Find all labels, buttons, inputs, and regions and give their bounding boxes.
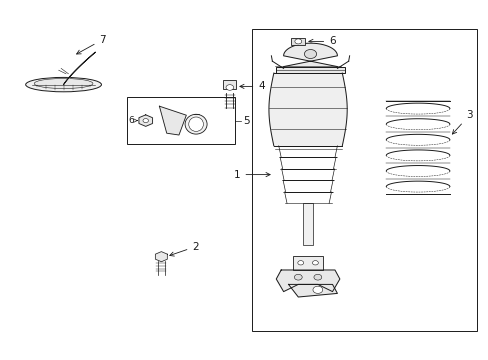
- Polygon shape: [276, 270, 339, 292]
- Ellipse shape: [34, 78, 93, 89]
- Ellipse shape: [142, 118, 148, 123]
- Ellipse shape: [225, 85, 233, 90]
- Text: 4: 4: [240, 81, 264, 91]
- Ellipse shape: [188, 117, 203, 131]
- Text: 1: 1: [233, 170, 269, 180]
- Bar: [276, 67, 344, 73]
- Ellipse shape: [294, 39, 301, 44]
- Bar: [293, 256, 322, 270]
- Bar: [127, 97, 234, 144]
- Ellipse shape: [312, 286, 322, 293]
- Polygon shape: [63, 52, 95, 85]
- Ellipse shape: [313, 274, 321, 280]
- Text: 5: 5: [243, 116, 250, 126]
- Bar: [223, 80, 236, 89]
- Ellipse shape: [294, 274, 302, 280]
- Text: 7: 7: [77, 35, 106, 54]
- Ellipse shape: [297, 261, 303, 265]
- Ellipse shape: [185, 114, 207, 134]
- Text: 6: 6: [128, 116, 137, 125]
- Polygon shape: [283, 43, 337, 67]
- Bar: [291, 38, 305, 45]
- Bar: [251, 29, 476, 331]
- Polygon shape: [159, 106, 186, 135]
- Polygon shape: [268, 73, 346, 146]
- Text: 2: 2: [169, 242, 199, 256]
- Polygon shape: [155, 252, 167, 262]
- Text: 6: 6: [308, 36, 335, 46]
- Ellipse shape: [26, 77, 102, 92]
- Ellipse shape: [312, 261, 318, 265]
- Text: 3: 3: [451, 110, 472, 134]
- Polygon shape: [288, 284, 337, 297]
- Ellipse shape: [304, 49, 316, 58]
- Polygon shape: [139, 115, 152, 126]
- Bar: [303, 203, 312, 245]
